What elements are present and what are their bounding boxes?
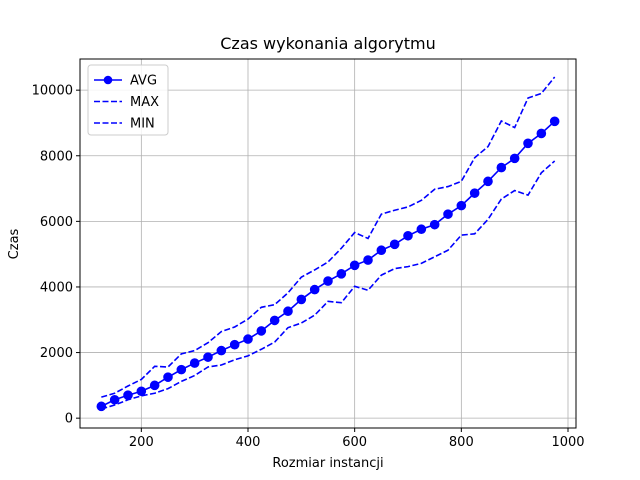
data-point-avg	[429, 219, 440, 230]
data-point-avg	[336, 269, 347, 279]
data-point-avg	[509, 153, 520, 164]
series-max	[101, 76, 556, 398]
data-point-avg	[536, 128, 547, 139]
legend-item-max: MAX	[94, 95, 159, 110]
data-point-avg	[189, 358, 200, 368]
legend-label-max: MAX	[130, 95, 159, 110]
data-point-avg	[203, 352, 213, 362]
x-tick-label: 800	[449, 435, 474, 450]
data-point-avg	[243, 334, 253, 344]
y-tick-label: 8000	[40, 149, 73, 164]
data-point-avg	[216, 345, 227, 356]
data-point-avg	[469, 188, 480, 198]
data-point-avg	[163, 372, 173, 382]
series-line-min	[101, 160, 556, 410]
grid	[80, 59, 576, 428]
x-tick-label: 200	[129, 435, 154, 450]
legend-label-min: MIN	[130, 117, 155, 132]
data-point-avg	[483, 176, 493, 187]
chart-title: Czas wykonania algorytmu	[220, 34, 436, 53]
y-tick-label: 4000	[40, 280, 73, 295]
y-axis-label: Czas	[7, 228, 22, 259]
data-point-avg	[296, 294, 307, 305]
data-point-avg	[176, 364, 187, 375]
data-point-avg	[323, 276, 333, 286]
data-point-avg	[456, 200, 467, 211]
data-point-avg	[229, 339, 240, 350]
legend: AVG MAX MIN	[87, 64, 169, 136]
legend-item-avg: AVG	[94, 74, 157, 89]
data-point-avg	[523, 138, 533, 149]
data-point-avg	[443, 209, 453, 219]
data-point-avg	[256, 326, 267, 336]
data-point-avg	[349, 260, 360, 271]
data-point-avg	[96, 401, 107, 412]
data-point-avg	[403, 230, 413, 241]
data-point-avg	[389, 239, 400, 250]
y-tick-label: 10000	[32, 84, 73, 99]
series-line-max	[101, 76, 556, 398]
y-tick-label: 0	[65, 412, 73, 427]
data-point-avg	[136, 386, 147, 397]
data-point-avg	[376, 245, 387, 256]
data-point-avg	[496, 162, 507, 173]
data-point-avg	[416, 224, 427, 235]
x-tick-label: 600	[342, 435, 367, 450]
series-min	[101, 160, 556, 410]
y-tick-label: 2000	[40, 346, 73, 361]
data-point-avg	[123, 390, 133, 401]
x-tick-label: 1000	[551, 435, 584, 450]
data-point-avg	[309, 284, 320, 295]
x-tick-label: 400	[236, 435, 261, 450]
data-point-avg	[109, 394, 120, 405]
data-point-avg	[149, 380, 160, 391]
plot-frame	[79, 58, 577, 429]
data-point-avg	[269, 315, 280, 326]
legend-marker-avg	[103, 75, 113, 85]
data-point-avg	[363, 255, 373, 265]
series-layer	[96, 76, 560, 412]
series-avg	[96, 116, 560, 412]
legend-item-min: MIN	[94, 117, 155, 132]
data-point-avg	[549, 116, 560, 127]
x-axis-label: Rozmiar instancji	[272, 456, 383, 471]
y-tick-label: 6000	[40, 215, 73, 230]
data-point-avg	[283, 306, 293, 317]
legend-label-avg: AVG	[130, 74, 157, 89]
